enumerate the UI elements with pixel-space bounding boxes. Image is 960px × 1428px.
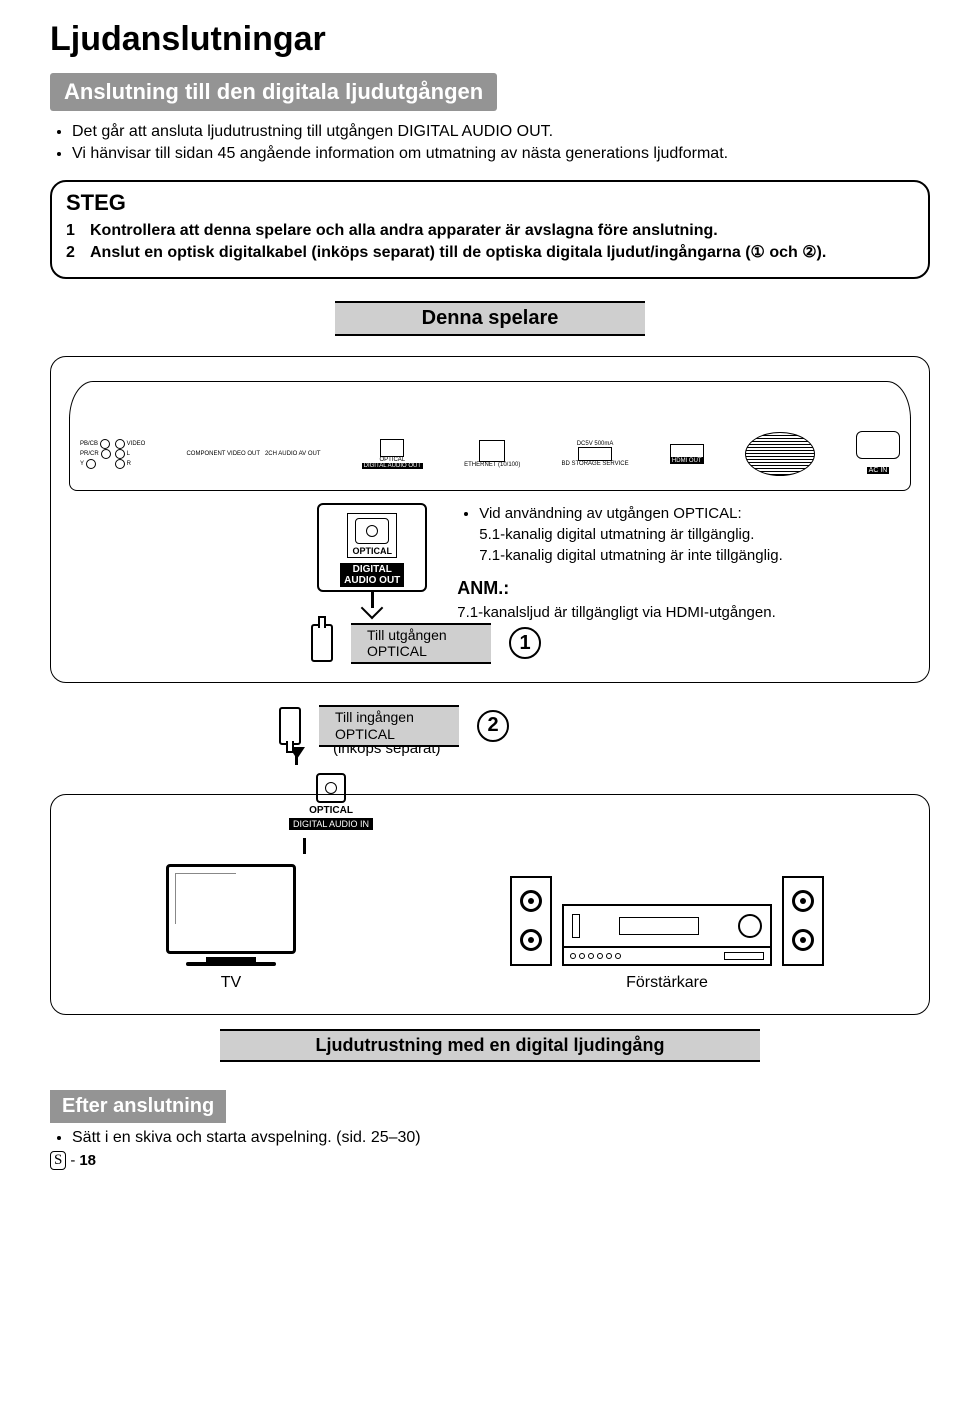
equipment-label: Ljudutrustning med en digital ljudingång [220,1029,760,1062]
steg-text: Kontrollera att denna spelare och alla a… [90,220,718,242]
player-rear-panel: PB/CB PR/CR Y VIDEO L R COMPONENT VIDEO … [69,381,911,491]
speaker-icon [510,876,552,966]
speaker-icon [782,876,824,966]
step-number-2: 2 [477,710,509,742]
ethernet-port: ETHERNET (10/100) [464,440,520,468]
optical-port: OPTICAL DIGITAL AUDIO OUT [362,439,423,469]
amplifier-icon: Förstärkare [510,876,824,992]
steg-box: STEG 1 Kontrollera att denna spelare och… [50,180,930,279]
steg-item: 2 Anslut en optisk digitalkabel (inköps … [66,242,914,264]
intro-block: Det går att ansluta ljudutrustning till … [50,121,930,164]
vent-grille [745,432,815,476]
page-title: Ljudanslutningar [50,20,930,59]
intro-bullet: Det går att ansluta ljudutrustning till … [72,121,930,143]
steg-number: 2 [66,242,80,264]
note-bullet: Vid användning av utgången OPTICAL: 5.1-… [479,503,783,566]
bd-storage-port: DC5V 500mA BD STORAGE SERVICE [561,441,628,467]
tv-label: TV [156,974,306,992]
optical-in-jack: OPTICAL DIGITAL AUDIO IN [289,773,373,830]
port-label: COMPONENT VIDEO OUT 2CH AUDIO AV OUT [186,451,320,457]
steg-item: 1 Kontrollera att denna spelare och alla… [66,220,914,242]
optical-in-bar: DIGITAL AUDIO IN [289,818,373,830]
player-label: Denna spelare [335,301,645,336]
anm-text: 7.1-kanalsljud är tillgängligt via HDMI-… [457,602,783,623]
optical-plug-icon [311,624,333,662]
note-block: Vid användning av utgången OPTICAL: 5.1-… [457,503,783,622]
steg-label: STEG [66,190,914,216]
s-badge: S [50,1151,66,1170]
ac-in-port: AC IN [856,431,900,477]
section-header: Anslutning till den digitala ljudutgånge… [50,73,497,111]
in-tag: Till ingången OPTICAL [319,705,459,747]
player-frame: PB/CB PR/CR Y VIDEO L R COMPONENT VIDEO … [50,356,930,683]
amp-label: Förstärkare [510,974,824,992]
anm-label: ANM.: [457,576,783,601]
steg-number: 1 [66,220,80,242]
step-number-1: 1 [509,627,541,659]
optical-out-jack: OPTICAL DIGITAL AUDIO OUT [317,503,427,592]
page-footer: S - 18 [50,1151,930,1170]
page-number: 18 [79,1152,96,1169]
optical-in-label: OPTICAL [309,805,353,816]
after-connection-header: Efter anslutning [50,1090,226,1123]
after-bullet: Sätt i en skiva och starta avspelning. (… [72,1129,930,1147]
steg-text: Anslut en optisk digitalkabel (inköps se… [90,242,826,264]
intro-bullet: Vi hänvisar till sidan 45 angående infor… [72,143,930,165]
hdmi-port: HDMI OUT [670,444,704,464]
component-ports: PB/CB PR/CR Y VIDEO L R [80,439,145,469]
optical-plug-icon [279,707,301,745]
out-tag: Till utgången OPTICAL [351,623,491,665]
equipment-frame: Till ingången OPTICAL 2 OPTICAL DIGITAL … [50,794,930,1015]
tv-icon: TV [156,864,306,992]
